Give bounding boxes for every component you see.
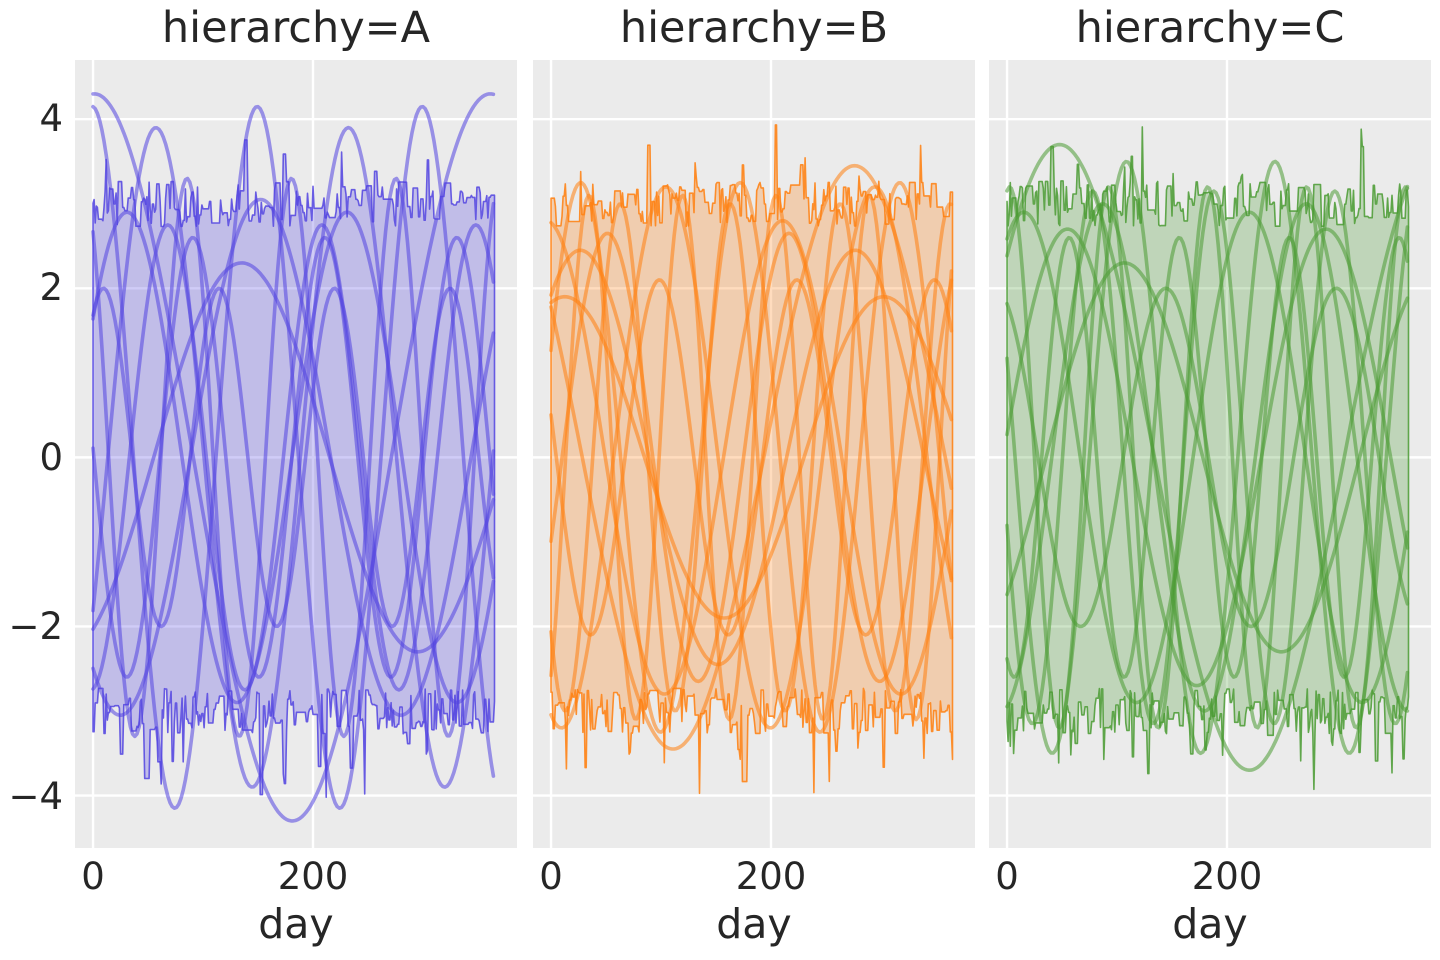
facet-title: hierarchy=A [161,3,431,53]
facet-canvas [75,60,517,848]
y-tick-label: −2 [8,605,63,648]
x-axis-label: day [716,900,792,948]
facet-title: hierarchy=B [619,3,889,53]
y-tick-label: −4 [8,775,63,818]
x-axis-label: day [1172,900,1248,948]
y-tick-label: 2 [39,266,63,309]
y-tick-label: 0 [39,436,63,479]
x-tick-label: 0 [995,855,1019,898]
y-tick-label: 4 [39,97,63,140]
x-tick-label: 0 [81,855,105,898]
x-tick-label: 200 [277,855,349,898]
x-tick-label: 200 [735,855,807,898]
facet-title: hierarchy=C [1075,3,1345,53]
facet-canvas [533,60,975,848]
x-tick-label: 0 [539,855,563,898]
subplot-hierarchy-b: hierarchy=B 0 200 day [533,0,975,960]
x-axis-label: day [258,900,334,948]
subplot-hierarchy-c: hierarchy=C 0 200 day [989,0,1431,960]
subplot-hierarchy-a: hierarchy=A 0 200 day [75,0,517,960]
facet-canvas [989,60,1431,848]
x-tick-label: 200 [1191,855,1263,898]
